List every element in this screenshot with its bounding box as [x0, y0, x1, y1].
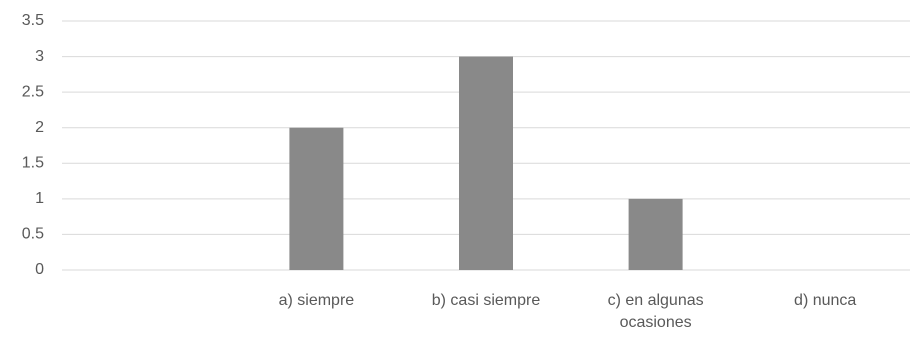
y-tick-label: 3	[35, 48, 44, 65]
y-tick-label: 2.5	[22, 83, 44, 100]
y-tick-label: 0	[35, 261, 44, 278]
bar	[289, 127, 344, 270]
bar	[459, 56, 513, 271]
bar	[628, 198, 683, 270]
x-tick-label: c) en algunas ocasiones	[607, 292, 704, 331]
x-tick-label: b) casi siempre	[431, 292, 541, 309]
y-tick-label: 1.5	[22, 155, 44, 172]
x-tick-label: d) nunca	[794, 292, 857, 309]
y-tick-label: 1	[35, 190, 44, 207]
y-tick-label: 0.5	[22, 226, 44, 243]
y-tick-label: 3.5	[22, 12, 44, 29]
y-tick-label: 2	[35, 119, 44, 136]
x-tick-label: a) siempre	[278, 292, 355, 309]
